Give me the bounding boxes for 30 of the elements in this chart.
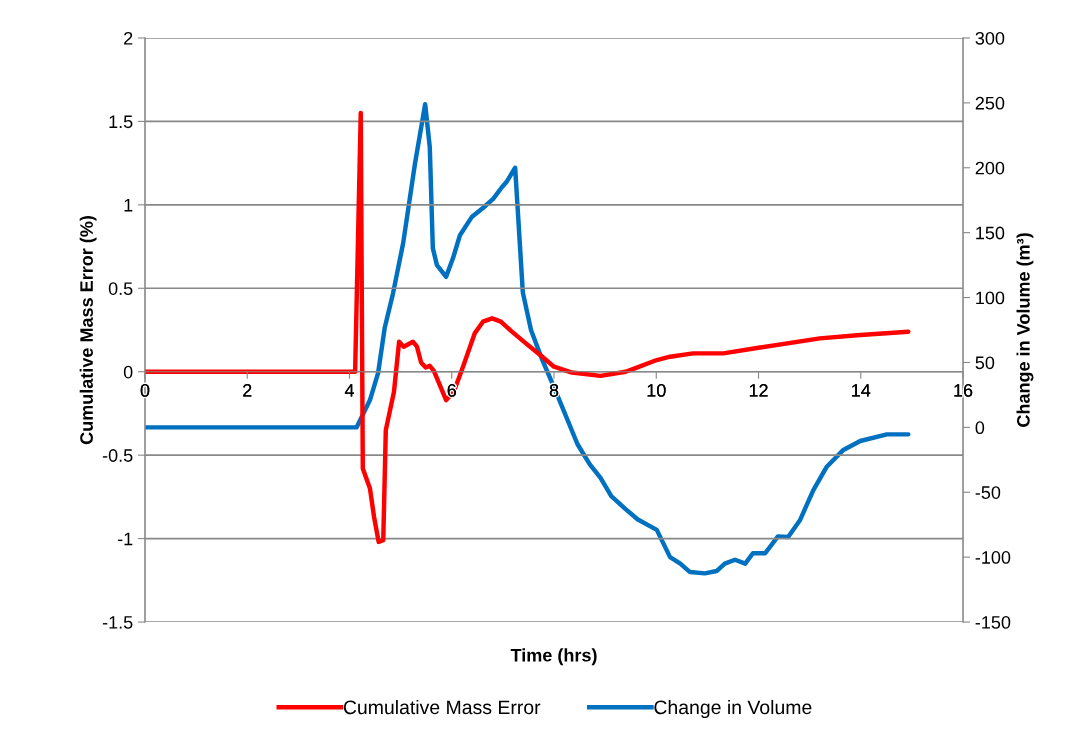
x-tick-label: 2	[243, 384, 252, 397]
y-tick-label: -1	[117, 532, 133, 546]
x-tick-label: 14	[852, 384, 871, 397]
legend-label: Change in Volume	[654, 699, 812, 719]
x-axis-title: Time (hrs)	[510, 648, 597, 666]
x-tick-label: 12	[749, 384, 768, 397]
y-tick-label: 2	[124, 31, 133, 45]
y2-tick-label: 0	[975, 421, 985, 435]
y-tick-label: -0.5	[102, 449, 133, 462]
legend-label: Cumulative Mass Error	[343, 699, 541, 715]
y2-tick-label: 150	[976, 226, 1005, 240]
x-tick-label: 10	[647, 384, 666, 397]
y2-tick-label: -100	[975, 551, 1011, 564]
y-tick-label: 0.5	[108, 282, 133, 295]
x-tick-label: 4	[344, 384, 354, 397]
y2-tick-label: 200	[975, 161, 1005, 175]
y2-tick-label: 100	[976, 291, 1005, 305]
y2-tick-label: 300	[975, 31, 1005, 45]
y2-tick-label: 250	[975, 96, 1005, 110]
y-axis-title: Cumulative Mass Error (%)	[79, 216, 97, 445]
y2-tick-label: -50	[975, 486, 1001, 499]
x-tick-label: 0	[140, 384, 150, 397]
y-tick-label: 0	[123, 365, 133, 379]
x-tick-label: 16	[954, 384, 973, 397]
y2-tick-label: 50	[975, 356, 995, 370]
y-tick-label: 1.5	[109, 115, 133, 129]
y2-axis-title: Change in Volume (m³)	[1016, 233, 1034, 427]
y-tick-label: -1.5	[102, 616, 133, 629]
y2-tick-label: -150	[975, 615, 1011, 629]
y-tick-label: 1	[124, 198, 133, 212]
